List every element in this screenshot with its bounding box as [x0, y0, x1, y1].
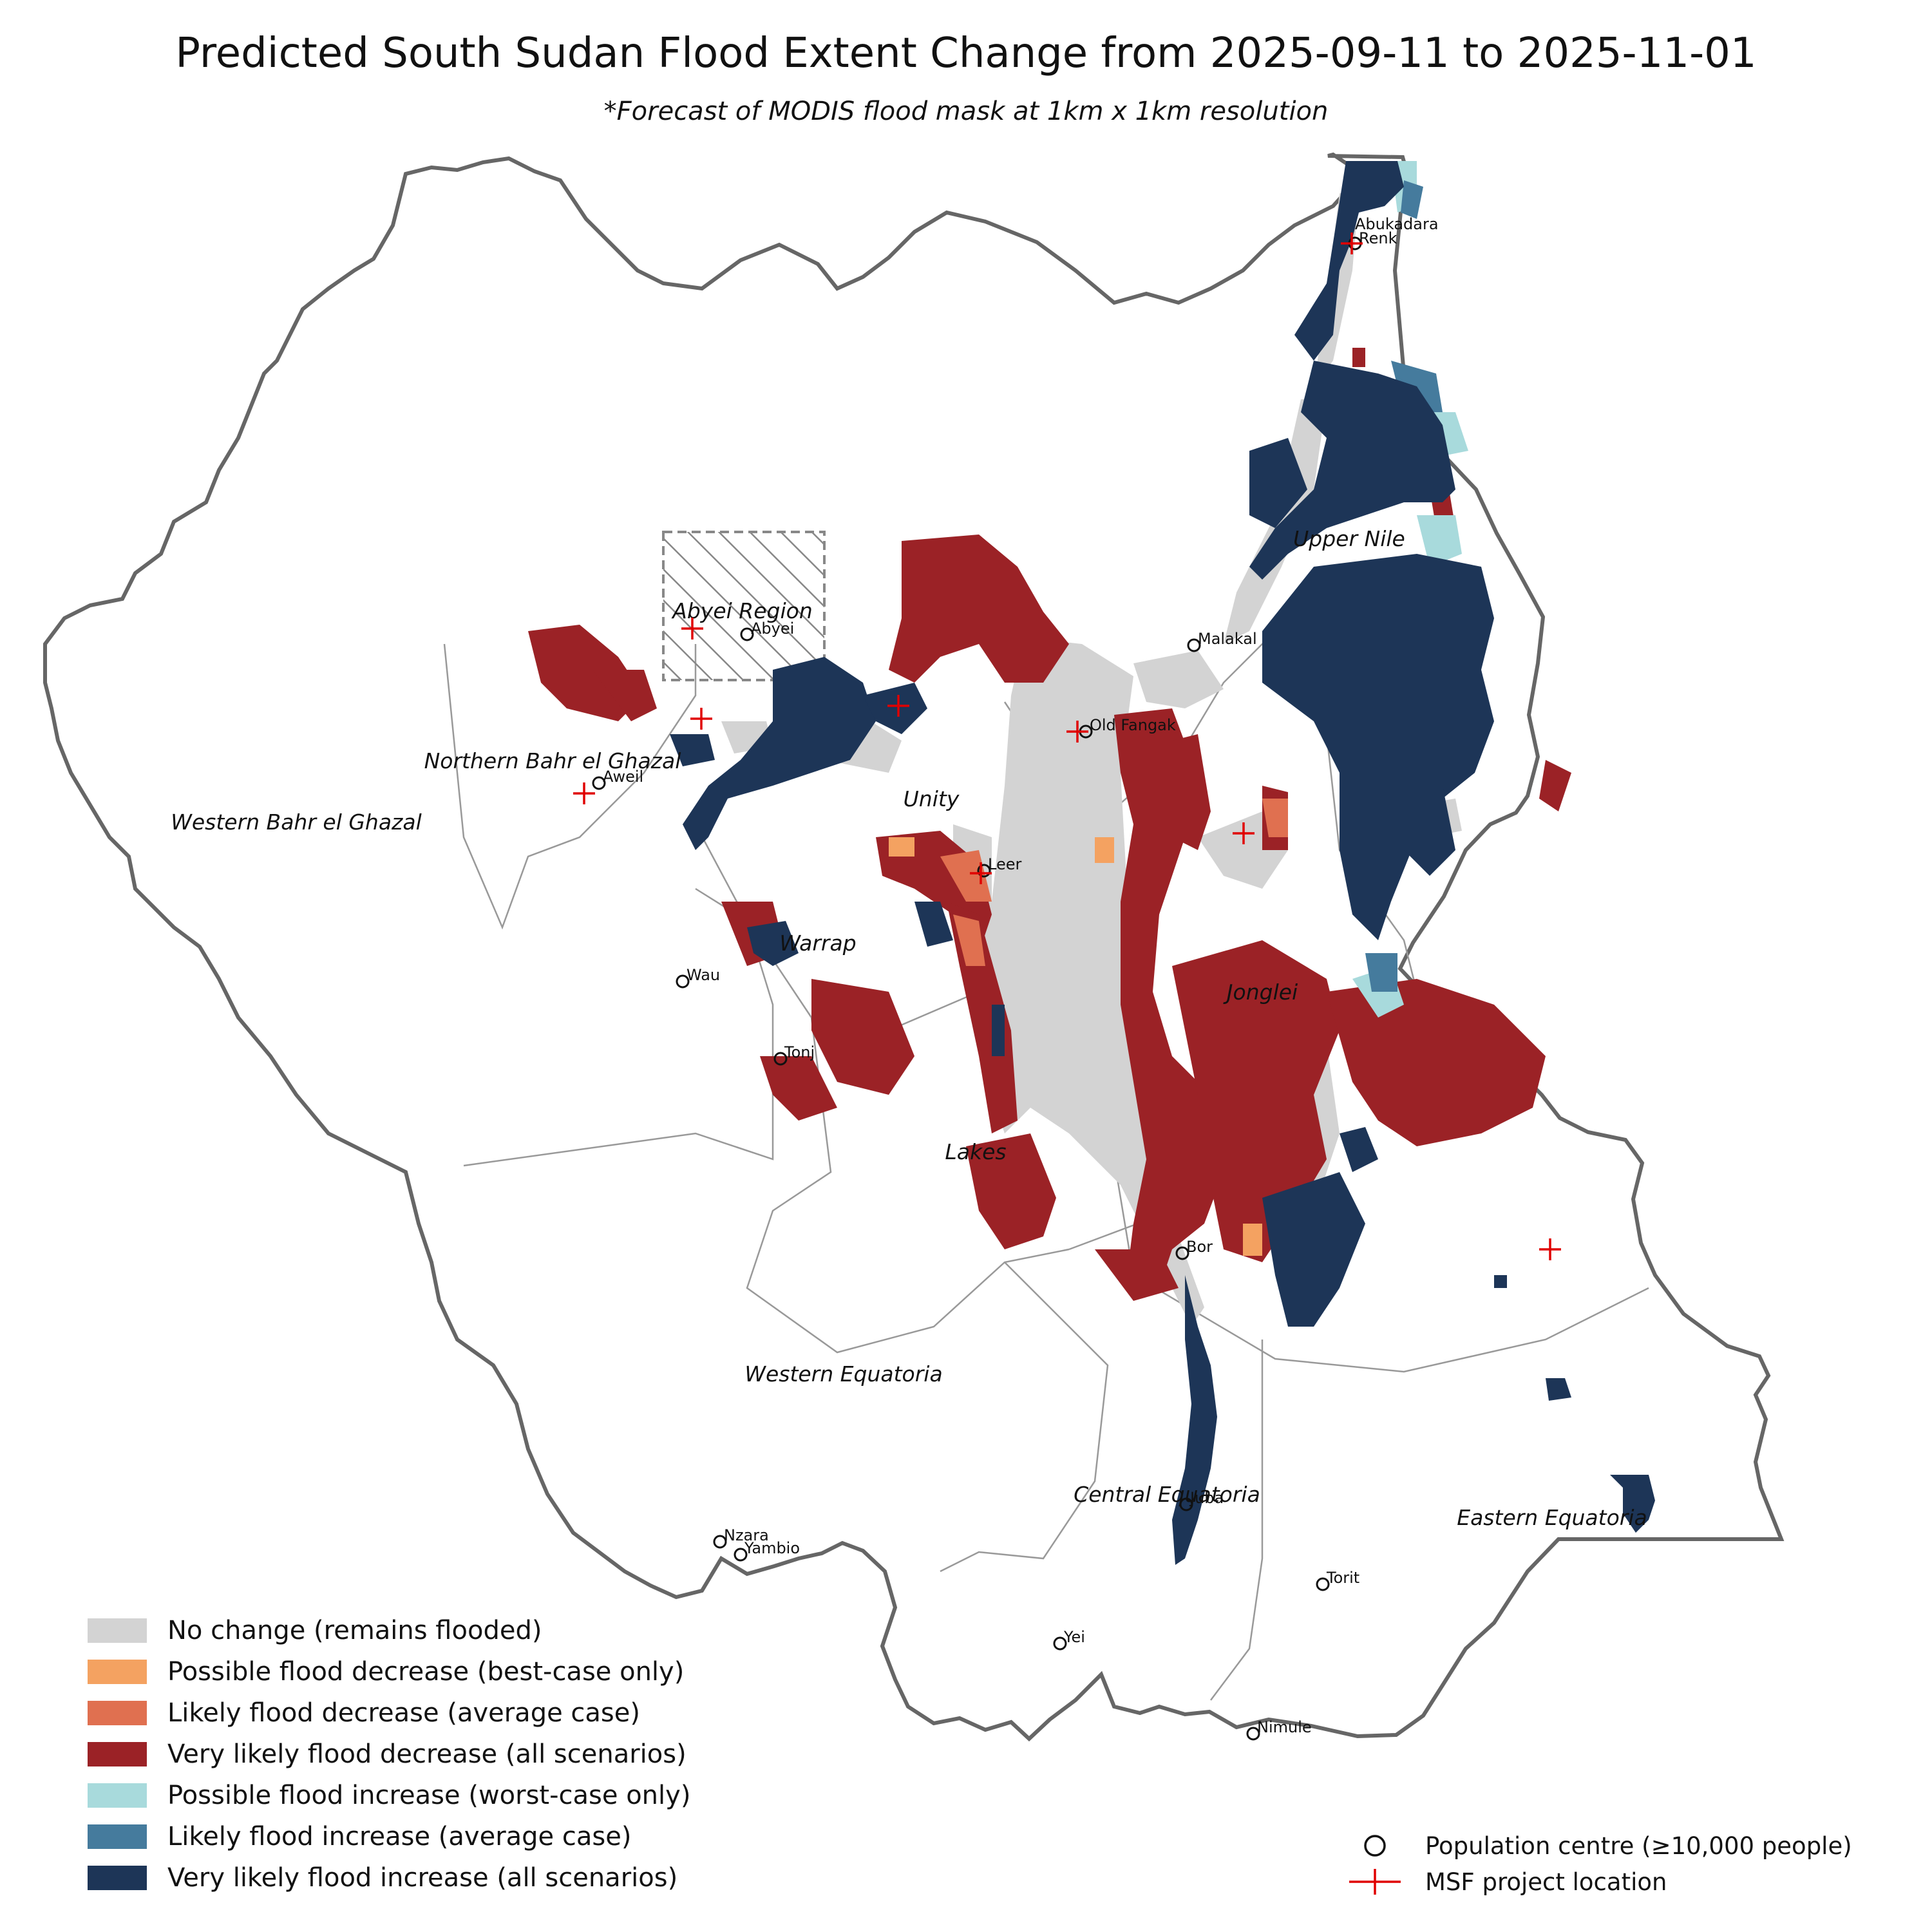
flood-very-likely-decrease	[528, 348, 1571, 1301]
legend-swatch-very-likely-increase	[88, 1866, 147, 1890]
town-marker-nzara	[713, 1535, 727, 1549]
legend-label: Possible flood increase (worst-case only…	[167, 1781, 691, 1810]
msf-marker-twic	[887, 695, 909, 717]
town-marker-tonj	[773, 1052, 788, 1066]
flood-likely-decrease	[940, 799, 1288, 966]
msf-marker-lankien	[1233, 822, 1255, 844]
legend-item: Very likely flood decrease (all scenario…	[88, 1734, 690, 1775]
town-label-nimule: Nimule	[1257, 1718, 1312, 1736]
flood-possible-decrease	[889, 837, 1262, 1256]
town-label-old-fangak: Old Fangak	[1090, 716, 1176, 734]
msf-marker-abyei	[681, 618, 703, 639]
legend-label: Very likely flood increase (all scenario…	[167, 1863, 678, 1893]
legend-label: Possible flood decrease (best-case only)	[167, 1657, 685, 1687]
town-marker-bor	[1175, 1246, 1189, 1260]
legend-swatch-possible-decrease	[88, 1660, 147, 1684]
region-label-warrap: Warrap	[779, 931, 856, 956]
region-label-unity: Unity	[904, 786, 960, 811]
town-label-abyei: Abyei	[751, 620, 794, 638]
flood-very-likely-increase	[670, 161, 1655, 1565]
legend-item: Possible flood decrease (best-case only)	[88, 1651, 690, 1692]
legend-item: Likely flood increase (average case)	[88, 1816, 690, 1857]
town-label-wau: Wau	[687, 966, 720, 984]
legend-item: Very likely flood increase (all scenario…	[88, 1857, 690, 1899]
msf-project-locations	[573, 232, 1561, 1260]
legend: No change (remains flooded) Possible flo…	[88, 1610, 690, 1899]
legend-swatch-likely-increase	[88, 1824, 147, 1849]
legend-item: No change (remains flooded)	[88, 1610, 690, 1651]
legend-label: No change (remains flooded)	[167, 1616, 542, 1645]
legend-swatch-no-change	[88, 1618, 147, 1643]
town-label-yei: Yei	[1063, 1628, 1085, 1646]
town-label-juba: Juba	[1189, 1489, 1224, 1507]
legend-swatch-possible-increase	[88, 1783, 147, 1808]
msf-marker-pibor	[1539, 1238, 1561, 1260]
town-marker-abyei	[740, 627, 754, 641]
marker-legend: Population centre (≥10,000 people) MSF p…	[1349, 1828, 1852, 1900]
town-label-aweil: Aweil	[603, 768, 643, 786]
msf-marker-renk	[1341, 232, 1363, 254]
town-marker-leer	[977, 864, 991, 878]
town-marker-torit	[1316, 1577, 1330, 1591]
msf-marker-old-fangak	[1066, 721, 1088, 743]
legend-swatch-likely-decrease	[88, 1701, 147, 1725]
town-marker-yei	[1053, 1636, 1067, 1651]
region-label-northern-bahr-el-ghazal: Northern Bahr el Ghazal	[424, 748, 681, 773]
region-label-lakes: Lakes	[945, 1139, 1006, 1164]
msf-marker-leer	[970, 862, 992, 884]
town-marker-malakal	[1187, 638, 1201, 652]
town-marker-wau	[676, 974, 690, 989]
region-label-western-bahr-el-ghazal: Western Bahr el Ghazal	[171, 810, 422, 835]
town-marker-aweil	[592, 776, 606, 790]
map-title: Predicted South Sudan Flood Extent Chang…	[175, 30, 1757, 77]
town-label-yambio: Yambio	[744, 1539, 800, 1557]
population-circle-icon	[1349, 1830, 1401, 1861]
region-label-upper-nile: Upper Nile	[1293, 526, 1405, 551]
town-marker-juba	[1179, 1497, 1193, 1511]
region-label-eastern-equatoria: Eastern Equatoria	[1457, 1505, 1647, 1530]
marker-legend-item: MSF project location	[1349, 1864, 1852, 1900]
town-label-leer: Leer	[988, 855, 1021, 873]
legend-swatch-very-likely-decrease	[88, 1742, 147, 1766]
msf-marker-aweil	[573, 782, 595, 804]
population-centres	[592, 236, 1362, 1741]
legend-item: Likely flood decrease (average case)	[88, 1692, 690, 1734]
region-label-western-equatoria: Western Equatoria	[744, 1361, 942, 1387]
marker-legend-label: Population centre (≥10,000 people)	[1425, 1832, 1852, 1860]
legend-label: Likely flood increase (average case)	[167, 1822, 632, 1852]
town-label-nzara: Nzara	[724, 1526, 769, 1544]
region-label-abyei: Abyei Region	[671, 598, 812, 623]
marker-legend-item: Population centre (≥10,000 people)	[1349, 1828, 1852, 1864]
region-label-jonglei: Jonglei	[1223, 980, 1298, 1005]
town-label-torit: Torit	[1326, 1569, 1359, 1587]
town-marker-nimule	[1246, 1727, 1260, 1741]
msf-cross-icon	[1349, 1866, 1401, 1897]
legend-label: Very likely flood decrease (all scenario…	[167, 1739, 687, 1769]
town-label-malakal: Malakal	[1198, 630, 1257, 648]
town-labels: Abukadara Renk Malakal Abyei Old Fangak …	[603, 215, 1439, 1736]
town-label-renk: Renk	[1359, 229, 1397, 247]
town-marker-yambio	[734, 1548, 748, 1562]
map-subtitle: *Forecast of MODIS flood mask at 1km x 1…	[603, 97, 1329, 126]
region-labels: Upper Nile Abyei Region Northern Bahr el…	[171, 526, 1647, 1530]
town-label-tonj: Tonj	[784, 1043, 815, 1061]
legend-item: Possible flood increase (worst-case only…	[88, 1775, 690, 1816]
legend-label: Likely flood decrease (average case)	[167, 1698, 640, 1728]
msf-marker-agok	[690, 708, 712, 730]
country-outline	[43, 152, 1785, 1742]
abyei-hatched-region	[662, 531, 826, 681]
marker-legend-label: MSF project location	[1425, 1868, 1667, 1896]
town-label-abukadara: Abukadara	[1355, 215, 1439, 233]
town-label-bor: Bor	[1186, 1238, 1213, 1256]
region-label-central-equatoria: Central Equatoria	[1074, 1482, 1260, 1507]
